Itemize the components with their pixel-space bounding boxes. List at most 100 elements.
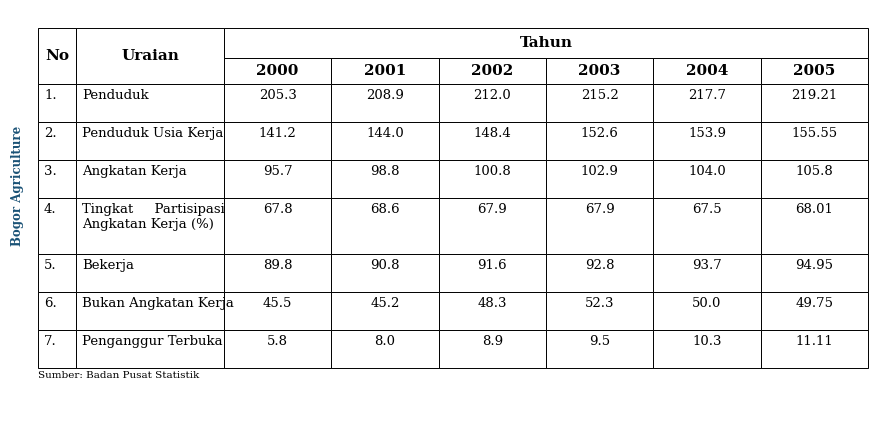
Bar [38,292,76,330]
Bar [224,330,332,368]
Text: 2001: 2001 [363,64,407,78]
Bar [224,160,332,198]
Bar [438,84,546,122]
Bar [546,160,653,198]
Text: 215.2: 215.2 [581,89,619,102]
Bar [332,122,438,160]
Text: 48.3: 48.3 [478,297,507,310]
Text: 148.4: 148.4 [473,127,511,140]
Text: 68.01: 68.01 [796,203,833,216]
Bar [653,58,760,84]
Bar [546,122,653,160]
Bar [760,292,868,330]
Text: 10.3: 10.3 [693,335,722,348]
Text: No: No [45,49,69,63]
Bar [438,58,546,84]
Text: Sumber: Badan Pusat Statistik: Sumber: Badan Pusat Statistik [38,371,199,380]
Text: 50.0: 50.0 [693,297,722,310]
Text: 67.8: 67.8 [263,203,292,216]
Text: 68.6: 68.6 [370,203,400,216]
Text: 67.9: 67.9 [585,203,614,216]
Bar [760,160,868,198]
Bar [332,84,438,122]
Bar [546,330,653,368]
Bar [224,58,332,84]
Bar [438,198,546,254]
Text: Bekerja: Bekerja [82,259,134,272]
Text: Penduduk Usia Kerja: Penduduk Usia Kerja [82,127,224,140]
Bar [76,160,224,198]
Bar [76,28,224,84]
Text: Bogor Agriculture: Bogor Agriculture [11,126,25,246]
Bar [438,292,546,330]
Bar [38,28,76,84]
Text: 89.8: 89.8 [263,259,292,272]
Text: 152.6: 152.6 [581,127,619,140]
Text: 2003: 2003 [578,64,621,78]
Bar [438,160,546,198]
Bar [546,198,653,254]
Bar [760,84,868,122]
Text: 8.9: 8.9 [481,335,502,348]
Text: 45.5: 45.5 [263,297,292,310]
Bar [653,292,760,330]
Text: 153.9: 153.9 [688,127,726,140]
Bar [653,198,760,254]
Bar [653,84,760,122]
Text: Uraian: Uraian [121,49,179,63]
Bar [760,254,868,292]
Bar [76,292,224,330]
Text: 3.: 3. [44,165,56,178]
Bar [224,292,332,330]
Text: 67.9: 67.9 [478,203,507,216]
Text: 94.95: 94.95 [796,259,833,272]
Bar [653,122,760,160]
Bar [332,330,438,368]
Text: 7.: 7. [44,335,56,348]
Text: 144.0: 144.0 [366,127,404,140]
Text: 105.8: 105.8 [796,165,833,178]
Text: 104.0: 104.0 [688,165,726,178]
Text: 49.75: 49.75 [796,297,833,310]
Text: 100.8: 100.8 [473,165,511,178]
Bar [760,198,868,254]
Text: 5.8: 5.8 [268,335,288,348]
Text: Angkatan Kerja: Angkatan Kerja [82,165,187,178]
Text: 8.0: 8.0 [375,335,395,348]
Bar [546,292,653,330]
Bar [224,28,868,58]
Text: Tahun: Tahun [519,36,573,50]
Text: 92.8: 92.8 [585,259,614,272]
Text: 52.3: 52.3 [585,297,614,310]
Bar [38,160,76,198]
Bar [76,330,224,368]
Text: 141.2: 141.2 [259,127,297,140]
Bar [438,330,546,368]
Text: 1.: 1. [44,89,56,102]
Bar [760,58,868,84]
Bar [224,198,332,254]
Bar [224,254,332,292]
Bar [332,292,438,330]
Text: 219.21: 219.21 [791,89,838,102]
Bar [332,198,438,254]
Text: 67.5: 67.5 [693,203,722,216]
Bar [38,254,76,292]
Bar [653,254,760,292]
Text: Penduduk: Penduduk [82,89,149,102]
Bar [760,330,868,368]
Bar [546,84,653,122]
Text: 93.7: 93.7 [693,259,722,272]
Text: Bukan Angkatan Kerja: Bukan Angkatan Kerja [82,297,234,310]
Bar [224,122,332,160]
Text: 102.9: 102.9 [581,165,619,178]
Bar [76,198,224,254]
Bar [546,58,653,84]
Text: 2004: 2004 [686,64,728,78]
Text: 217.7: 217.7 [688,89,726,102]
Bar [76,84,224,122]
Text: Tingkat     Partisipasi
Angkatan Kerja (%): Tingkat Partisipasi Angkatan Kerja (%) [82,203,224,231]
Bar [438,254,546,292]
Bar [438,122,546,160]
Text: 11.11: 11.11 [796,335,833,348]
